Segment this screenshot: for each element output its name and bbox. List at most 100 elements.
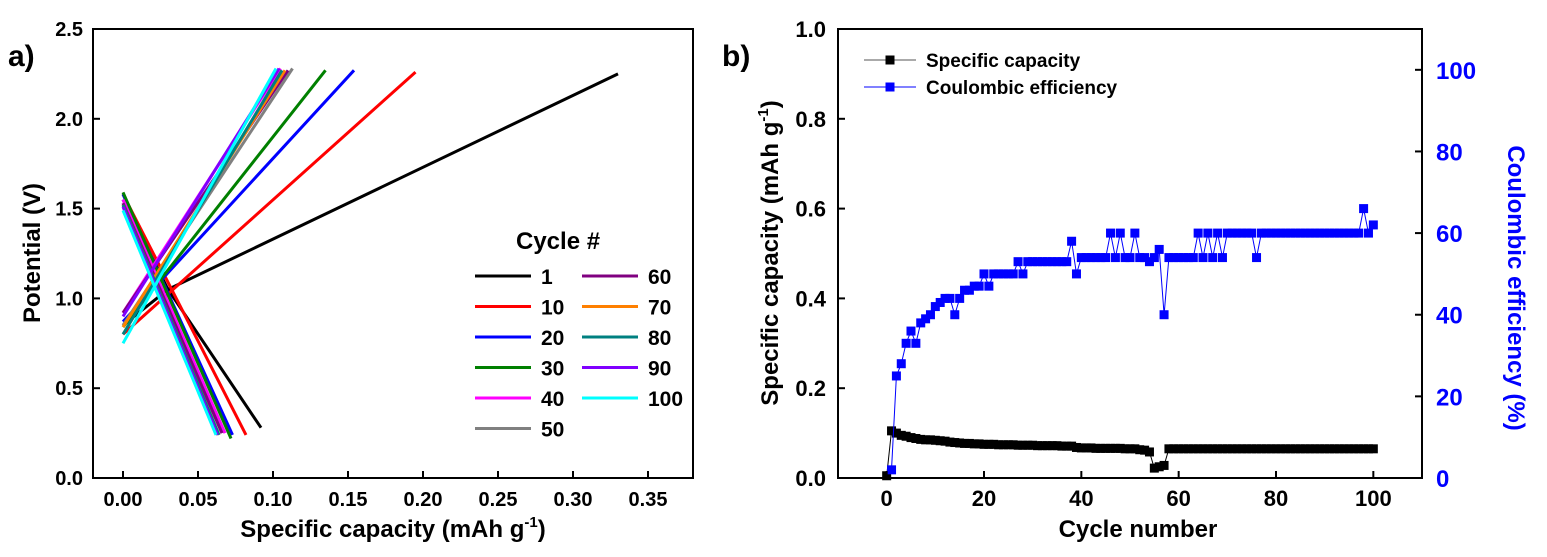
specific-capacity-point: [1286, 444, 1296, 454]
panel-b-ytick-label: 0.2: [795, 376, 826, 401]
specific-capacity-point: [1334, 444, 1344, 454]
specific-capacity-point: [921, 435, 931, 445]
coulombic-efficiency-point: [1217, 253, 1227, 263]
specific-capacity-point: [1256, 444, 1266, 454]
specific-capacity-point: [1091, 443, 1101, 453]
coulombic-efficiency-point: [1086, 253, 1096, 263]
specific-capacity-point: [1159, 460, 1169, 470]
specific-capacity-point: [1081, 443, 1091, 453]
coulombic-efficiency-point: [1052, 257, 1062, 267]
specific-capacity-point: [1135, 445, 1145, 455]
specific-capacity-point: [1252, 444, 1262, 454]
coulombic-efficiency-point: [1164, 253, 1174, 263]
coulombic-efficiency-point: [1208, 253, 1218, 263]
legend-label-cycle-20: 20: [541, 327, 564, 350]
coulombic-efficiency-point: [969, 281, 979, 291]
specific-capacity-point: [1057, 441, 1067, 451]
specific-capacity-point: [1042, 441, 1052, 451]
coulombic-efficiency-point: [1018, 269, 1028, 279]
panel-a-xlabel-end: ): [538, 516, 546, 543]
coulombic-efficiency-point: [955, 293, 965, 303]
coulombic-efficiency-point: [1339, 228, 1349, 238]
coulombic-efficiency-point: [1295, 228, 1305, 238]
coulombic-efficiency-point: [1227, 228, 1237, 238]
panel-a-ytick-label: 0.5: [55, 378, 83, 400]
specific-capacity-point: [1237, 444, 1247, 454]
specific-capacity-point: [1023, 440, 1033, 450]
specific-capacity-point: [998, 440, 1008, 450]
legend-label-cycle-60: 60: [648, 266, 671, 289]
specific-capacity-point: [1106, 443, 1116, 453]
coulombic-efficiency-point: [925, 310, 935, 320]
coulombic-efficiency-point: [1276, 228, 1286, 238]
panel-b-y2tick-label: 40: [1436, 303, 1463, 330]
panel-b-ylabel-end: ): [757, 100, 784, 108]
legend-label-cycle-10: 10: [541, 297, 564, 320]
coulombic-efficiency-point: [1334, 228, 1344, 238]
specific-capacity-point: [1183, 444, 1193, 454]
cycle-100-discharge-line: [121, 209, 218, 436]
panel-a-legend: Cycle # 1 10 20 30 40 50 60 70 80 90 100: [475, 228, 683, 442]
specific-capacity-point: [911, 433, 921, 443]
specific-capacity-point: [1354, 444, 1364, 454]
specific-capacity-point: [1033, 441, 1043, 451]
specific-capacity-point: [1179, 444, 1189, 454]
coulombic-efficiency-point: [998, 269, 1008, 279]
coulombic-efficiency-point: [1354, 228, 1364, 238]
specific-capacity-point: [1149, 463, 1159, 473]
specific-capacity-point: [1013, 440, 1023, 450]
legend-label-cycle-90: 90: [648, 358, 671, 381]
specific-capacity-point: [1037, 441, 1047, 451]
specific-capacity-point: [1247, 444, 1257, 454]
legend-label-cycle-70: 70: [648, 297, 671, 320]
specific-capacity-point: [1295, 444, 1305, 454]
panel-b-ytick-label: 0.6: [795, 197, 826, 222]
coulombic-efficiency-point: [1115, 228, 1125, 238]
coulombic-efficiency-point: [1281, 228, 1291, 238]
coulombic-efficiency-point: [935, 297, 945, 307]
specific-capacity-point: [1140, 445, 1150, 455]
panel-a-ytick-label: 1.0: [55, 288, 83, 310]
coulombic-efficiency-point: [1047, 257, 1057, 267]
specific-capacity-point: [1261, 444, 1271, 454]
panel-a-xtick-label: 0.25: [479, 489, 518, 511]
coulombic-efficiency-point: [1140, 253, 1150, 263]
specific-capacity-point: [896, 430, 906, 440]
panel-a-ylabel: Potential (V): [19, 183, 46, 323]
legend-label-cycle-1: 1: [541, 266, 553, 289]
specific-capacity-point: [955, 438, 965, 448]
specific-capacity-point: [1349, 444, 1359, 454]
coulombic-efficiency-point: [1135, 253, 1145, 263]
specific-capacity-point: [901, 431, 911, 441]
specific-capacity-point: [994, 440, 1004, 450]
cycle-10-discharge-line: [121, 193, 248, 436]
specific-capacity-point: [1281, 444, 1291, 454]
panel-b-label: b): [722, 40, 750, 73]
panel-b-ytick-label: 0.4: [795, 286, 826, 311]
coulombic-efficiency-point: [1028, 257, 1038, 267]
panel-b-xtick-label: 80: [1264, 486, 1288, 511]
specific-capacity-point: [1096, 443, 1106, 453]
legend-label-cycle-80: 80: [648, 327, 671, 350]
legend-marker-specific-capacity: [885, 55, 895, 65]
specific-capacity-point: [1130, 444, 1140, 454]
coulombic-efficiency-point: [1344, 228, 1354, 238]
specific-capacity-point: [1101, 443, 1111, 453]
coulombic-efficiency-point: [1174, 253, 1184, 263]
panel-b-legend: Specific capacity Coulombic efficiency: [864, 51, 1118, 99]
specific-capacity-point: [935, 436, 945, 446]
specific-capacity-point: [1310, 444, 1320, 454]
specific-capacity-point: [1325, 444, 1335, 454]
legend-label-cycle-30: 30: [541, 358, 564, 381]
panel-a-xtick-label: 0.35: [629, 489, 668, 511]
panel-b-xtick-label: 100: [1355, 486, 1392, 511]
specific-capacity-point: [1198, 444, 1208, 454]
panel-a-xtick-label: 0.00: [104, 489, 143, 511]
coulombic-efficiency-point: [1290, 228, 1300, 238]
coulombic-efficiency-point: [1067, 236, 1077, 246]
panel-b-ytick-label: 0.0: [795, 466, 826, 491]
coulombic-efficiency-point: [1359, 204, 1369, 214]
coulombic-efficiency-point: [994, 269, 1004, 279]
panel-a-xlabel: Specific capacity (mAh g-1): [240, 514, 545, 543]
